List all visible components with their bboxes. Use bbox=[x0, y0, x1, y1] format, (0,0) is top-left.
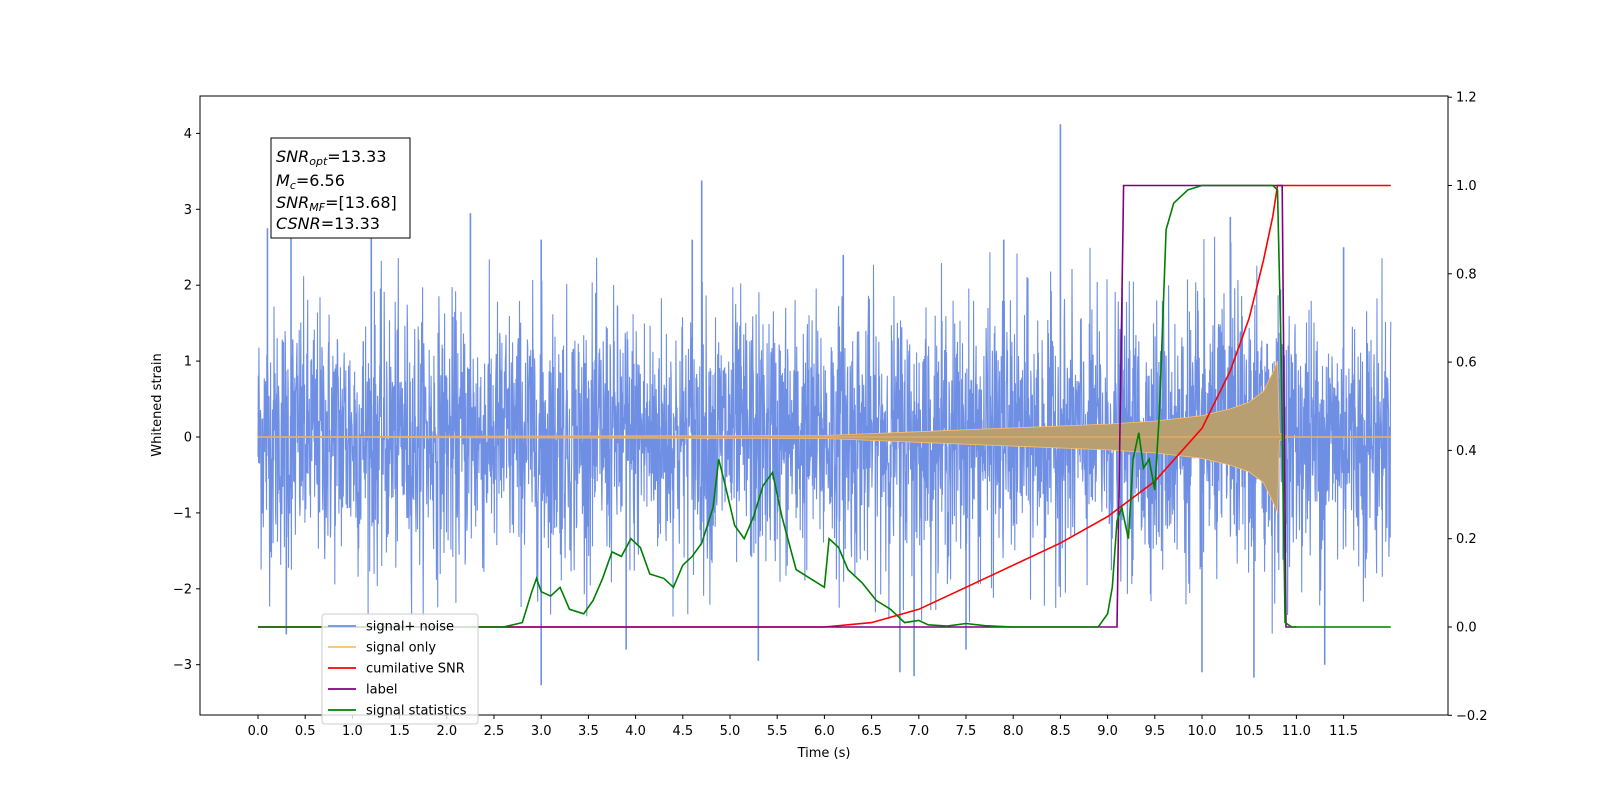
info-snr-opt-value: =13.33 bbox=[327, 147, 386, 166]
y-right-tick-label-0: −0.2 bbox=[1456, 709, 1488, 724]
x-tick-label-5.0: 5.0 bbox=[720, 724, 741, 739]
plot-series-group bbox=[257, 124, 1392, 686]
series-signal-statistics-line bbox=[258, 184, 1391, 628]
legend-label-0: signal+ noise bbox=[366, 620, 454, 635]
y-left-tick-label-3: 3 bbox=[184, 203, 192, 218]
y-right-tick-label-6: 1.0 bbox=[1456, 179, 1477, 194]
info-csnr: CSNR=13.33 bbox=[276, 214, 380, 233]
info-snr-mf-value: =[13.68] bbox=[325, 193, 397, 212]
x-tick-label-7.5: 7.5 bbox=[956, 724, 977, 739]
series-signal-noise-trace bbox=[257, 236, 1392, 634]
info-snr-opt-sub: opt bbox=[309, 155, 328, 168]
legend-label-3: label bbox=[366, 683, 397, 698]
y-right-tick-label-3: 0.4 bbox=[1456, 444, 1477, 459]
plot-layer bbox=[257, 124, 1392, 686]
info-snr-mf-symbol: SNR bbox=[276, 193, 309, 212]
x-tick-label-3.0: 3.0 bbox=[531, 724, 552, 739]
legend-label-1: signal only bbox=[366, 641, 436, 656]
info-snr-opt: SNRopt=13.33 bbox=[276, 147, 387, 168]
y-right-tick-label-2: 0.2 bbox=[1456, 532, 1477, 547]
y-left-tick-label-1: 1 bbox=[184, 355, 192, 370]
x-tick-label-8.5: 8.5 bbox=[1050, 724, 1071, 739]
x-tick-label-2.5: 2.5 bbox=[484, 724, 505, 739]
legend-label-2: cumilative SNR bbox=[366, 662, 465, 677]
y-left-tick-label-2: 2 bbox=[184, 279, 192, 294]
x-tick-label-0.0: 0.0 bbox=[248, 724, 269, 739]
y-right-tick-label-4: 0.6 bbox=[1456, 356, 1477, 371]
y-left-tick-label-4: 4 bbox=[184, 127, 192, 142]
info-mc-symbol: M bbox=[276, 171, 290, 190]
info-snr-mf-sub: MF bbox=[309, 201, 325, 214]
x-tick-label-8.0: 8.0 bbox=[1003, 724, 1024, 739]
x-tick-label-11.5: 11.5 bbox=[1329, 724, 1358, 739]
info-csnr-symbol: CSNR bbox=[276, 214, 321, 233]
x-tick-label-1.5: 1.5 bbox=[389, 724, 410, 739]
y-right-tick-label-5: 0.8 bbox=[1456, 267, 1477, 282]
info-box: SNRopt=13.33 Mc=6.56 SNRMF=[13.68] CSNR=… bbox=[270, 137, 411, 239]
info-mc-value: =6.56 bbox=[296, 171, 345, 190]
x-tick-label-6.0: 6.0 bbox=[814, 724, 835, 739]
x-tick-label-9.5: 9.5 bbox=[1144, 724, 1165, 739]
y-right-tick-label-1: 0.0 bbox=[1456, 621, 1477, 636]
legend: signal+ noise signal only cumilative SNR la… bbox=[321, 613, 479, 725]
y-axis-label-left: Whitened strain bbox=[150, 353, 165, 456]
x-tick-label-7.0: 7.0 bbox=[908, 724, 929, 739]
x-axis-label: Time (s) bbox=[797, 746, 851, 761]
y-left-tick-label--1: −1 bbox=[173, 506, 192, 521]
y-left-tick-label--3: −3 bbox=[173, 658, 192, 673]
x-tick-label-5.5: 5.5 bbox=[767, 724, 788, 739]
x-tick-label-11.0: 11.0 bbox=[1282, 724, 1311, 739]
x-tick-label-4.0: 4.0 bbox=[625, 724, 646, 739]
y-right-tick-label-7: 1.2 bbox=[1456, 91, 1477, 106]
y-left-tick-label-0: 0 bbox=[184, 431, 192, 446]
x-tick-label-9.0: 9.0 bbox=[1097, 724, 1118, 739]
info-snr-opt-symbol: SNR bbox=[276, 147, 309, 166]
info-mc: Mc=6.56 bbox=[276, 171, 345, 192]
info-snr-mf: SNRMF=[13.68] bbox=[276, 193, 397, 214]
x-tick-label-10.0: 10.0 bbox=[1188, 724, 1217, 739]
legend-frame bbox=[321, 613, 479, 725]
y-left-tick-label--2: −2 bbox=[173, 582, 192, 597]
x-tick-label-6.5: 6.5 bbox=[861, 724, 882, 739]
x-tick-label-10.5: 10.5 bbox=[1235, 724, 1264, 739]
axes-layer: 0.0 0.5 1.0 1.5 2.0 2.5 3.0 3.5 4.0 4.5 5.0 5.5 6.0 6… bbox=[173, 91, 1488, 739]
x-tick-label-2.0: 2.0 bbox=[436, 724, 457, 739]
x-tick-label-0.5: 0.5 bbox=[295, 724, 316, 739]
x-tick-label-1.0: 1.0 bbox=[342, 724, 363, 739]
info-mc-sub: c bbox=[290, 179, 296, 192]
info-csnr-value: =13.33 bbox=[321, 214, 380, 233]
info-box-frame bbox=[270, 137, 411, 239]
x-tick-label-4.5: 4.5 bbox=[672, 724, 693, 739]
x-tick-label-3.5: 3.5 bbox=[578, 724, 599, 739]
legend-label-4: signal statistics bbox=[366, 704, 467, 719]
